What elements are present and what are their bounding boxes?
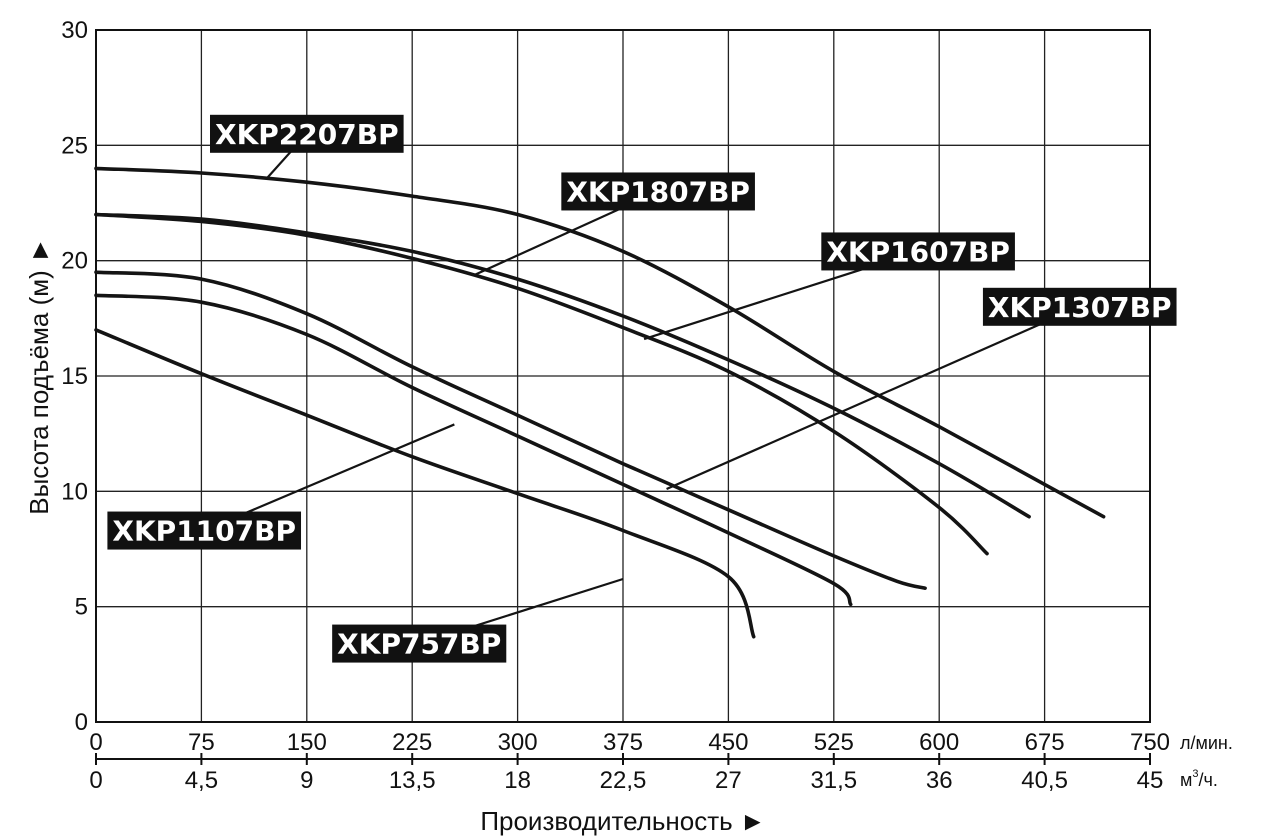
label-box	[209, 114, 404, 153]
label-box	[982, 287, 1177, 326]
x-tick-label-secondary: 9	[300, 767, 313, 794]
x-tick-label-secondary: 0	[89, 767, 102, 794]
x-unit-secondary-sup: 3	[1192, 768, 1198, 780]
label-xkp757bp: XKP757BP	[332, 624, 507, 663]
x-unit-secondary-base: м	[1180, 770, 1192, 790]
x-axis-title: Производительность ►	[480, 806, 765, 836]
pump-curves	[94, 166, 1106, 639]
x-tick-label-primary: 600	[919, 729, 959, 756]
x-tick-label-primary: 450	[708, 729, 748, 756]
x-tick-label-secondary: 31,5	[810, 767, 857, 794]
y-tick-label: 5	[75, 594, 88, 621]
x-tick-label-secondary: 27	[715, 767, 742, 794]
x-unit-primary: л/мин.	[1180, 733, 1233, 753]
label-xkp1107bp: XKP1107BP	[107, 511, 302, 550]
x-tick-label-primary: 225	[392, 729, 432, 756]
x-tick-label-primary: 525	[814, 729, 854, 756]
x-tick-label-primary: 150	[287, 729, 327, 756]
pointer-xkp1307bp	[666, 305, 1081, 491]
x-tick-label-secondary: 40,5	[1021, 767, 1068, 794]
x-tick-label-primary: 300	[498, 729, 538, 756]
curve-xkp1107bp	[94, 293, 853, 607]
label-xkp1307bp: XKP1307BP	[982, 287, 1177, 326]
label-text: XKP1307BP	[988, 291, 1172, 324]
x-unit-secondary-tail: /ч.	[1199, 770, 1218, 790]
y-tick-label: 0	[75, 709, 88, 736]
y-tick-label: 20	[61, 248, 88, 275]
x-tick-label-secondary: 18	[504, 767, 531, 794]
label-text: XKP1607BP	[826, 235, 1010, 268]
x-tick-label-secondary: 45	[1137, 767, 1164, 794]
label-xkp1607bp: XKP1607BP	[821, 232, 1015, 271]
y-tick-label: 15	[61, 363, 88, 390]
curve-xkp1807bp	[94, 212, 1031, 519]
label-box	[332, 624, 507, 663]
x-unit-secondary: м3/ч.	[1180, 768, 1218, 790]
label-xkp1807bp: XKP1807BP	[561, 172, 755, 211]
curve-xkp2207bp	[94, 166, 1106, 519]
x-tick-label-primary: 0	[89, 729, 102, 756]
label-box	[107, 511, 302, 550]
x-tick-label-secondary: 13,5	[389, 767, 436, 794]
curve-xkp1307bp	[94, 270, 927, 590]
y-tick-label: 25	[61, 132, 88, 159]
y-tick-label: 30	[61, 17, 88, 44]
x-tick-label-primary: 375	[603, 729, 643, 756]
label-box	[561, 172, 755, 211]
plot-frame	[95, 29, 1151, 723]
y-axis-title: Высота подъёма (м) ►	[24, 237, 54, 515]
x-tick-label-primary: 675	[1025, 729, 1065, 756]
y-tick-label: 10	[61, 478, 88, 505]
x-tick-label-secondary: 4,5	[185, 767, 218, 794]
label-text: XKP2207BP	[215, 118, 399, 151]
curve-xkp1607bp	[94, 212, 989, 556]
x-tick-label-secondary: 22,5	[600, 767, 647, 794]
x-tick-label-primary: 750	[1130, 729, 1170, 756]
label-xkp2207bp: XKP2207BP	[209, 114, 404, 153]
x-tick-label-primary: 75	[188, 729, 215, 756]
x-tick-label-secondary: 36	[926, 767, 953, 794]
label-text: XKP757BP	[337, 628, 501, 661]
label-text: XKP1107BP	[112, 515, 296, 548]
curve-xkp757bp	[94, 328, 756, 639]
series-labels: XKP2207BP XKP1807BP XKP1607BP XKP1307BP XKP1…	[107, 114, 1177, 663]
label-box	[821, 232, 1015, 271]
label-text: XKP1807BP	[566, 175, 750, 208]
